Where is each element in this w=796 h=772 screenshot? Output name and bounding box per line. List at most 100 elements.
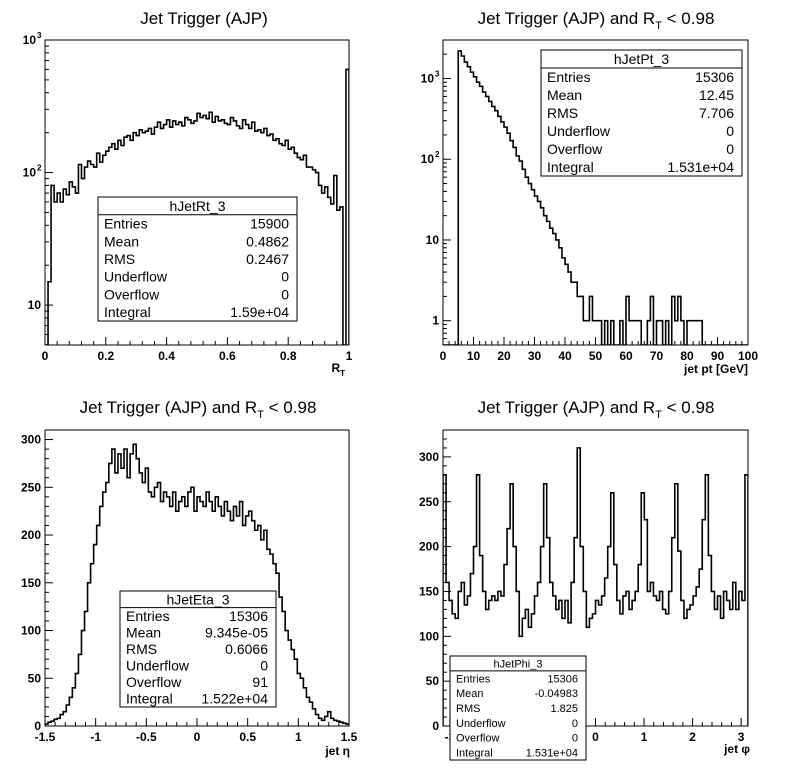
x-tick-label: 50 [589, 349, 603, 363]
x-tick-label: -0.5 [136, 730, 157, 744]
y-tick-exponent: 2 [37, 164, 42, 173]
stats-value: 0.2467 [246, 251, 289, 267]
y-tick-label: 50 [28, 671, 42, 685]
y-tick-label: 150 [419, 584, 439, 598]
x-tick-label: 80 [680, 349, 694, 363]
stats-value: 1.825 [550, 703, 578, 715]
stats-value: 0 [572, 733, 578, 745]
x-tick-label: 0 [42, 349, 49, 363]
stats-value: 0 [260, 658, 268, 674]
stats-label: Mean [126, 624, 161, 640]
histogram-line [45, 68, 349, 345]
chart-title-main: Jet Trigger (AJP) [140, 9, 268, 28]
stats-value: 1.59e+04 [230, 304, 289, 320]
histogram-line [443, 50, 748, 345]
y-tick-exponent: 3 [435, 70, 440, 79]
x-tick-label: 1 [295, 730, 302, 744]
x-tick-label: -1 [90, 730, 101, 744]
y-tick-label: 100 [419, 629, 439, 643]
x-tick-label: 1.5 [341, 730, 358, 744]
x-tick-label: 70 [650, 349, 664, 363]
x-tick-label: 1 [346, 349, 353, 363]
stats-value: 0 [572, 718, 578, 730]
stats-value: 9.345e-05 [205, 624, 268, 640]
y-tick-exponent: 3 [37, 31, 42, 40]
x-tick-label: 2 [689, 730, 696, 744]
stats-value: 7.706 [699, 105, 734, 121]
x-tick-label: -1.5 [35, 730, 56, 744]
y-tick-exponent: 2 [435, 150, 440, 159]
x-tick-label: 0.2 [97, 349, 114, 363]
histogram-line [45, 443, 349, 726]
y-tick-label: 200 [419, 540, 439, 554]
stats-value: 0 [281, 286, 289, 302]
x-tick-label: 0.4 [158, 349, 175, 363]
x-axis-label: jet pt [GeV] [683, 362, 748, 376]
stats-box-frame [540, 49, 743, 177]
x-tick-label: 60 [619, 349, 633, 363]
stats-value: 0.4862 [246, 233, 289, 249]
x-tick-label: 0 [592, 730, 599, 744]
stats-label: Entries [104, 216, 148, 232]
stats-label: Integral [126, 691, 173, 707]
x-axis-label: jet φ [723, 742, 750, 756]
chart-title-main: Jet Trigger (AJP) and R [478, 9, 656, 28]
stats-value: 91 [252, 674, 268, 690]
y-tick-label: 250 [419, 495, 439, 509]
stats-label: Overflow [104, 286, 160, 302]
stats-value: 15306 [695, 69, 734, 85]
chart-panel-2: Jet Trigger (AJP) and RT < 0.980 10 20 30 40… [421, 9, 759, 376]
y-tick-label: 100 [21, 624, 41, 638]
x-axis-label-sub: T [340, 369, 345, 378]
stats-label: Mean [456, 688, 484, 700]
chart-title-tail: < 0.98 [662, 398, 714, 417]
y-tick-label: 10 [421, 72, 435, 86]
stats-label: Overflow [126, 674, 182, 690]
stats-label: Mean [104, 233, 139, 249]
stats-label: Overflow [456, 733, 499, 745]
stats-title: hJetEta_3 [166, 591, 229, 607]
chart-title: Jet Trigger (AJP) and RT < 0.98 [80, 398, 317, 421]
stats-label: Overflow [547, 141, 603, 157]
stats-label: Entries [126, 608, 170, 624]
chart-title-main: Jet Trigger (AJP) and R [478, 398, 656, 417]
stats-value: 0.6066 [225, 641, 268, 657]
y-tick-label: 150 [21, 576, 41, 590]
chart-title-sub: T [655, 409, 662, 421]
stats-label: RMS [456, 703, 480, 715]
stats-value: 1.531e+04 [667, 159, 734, 175]
chart-title-sub: T [655, 20, 662, 32]
x-tick-label: 90 [711, 349, 725, 363]
chart-title: Jet Trigger (AJP) [140, 9, 268, 28]
stats-value: -0.04983 [535, 688, 578, 700]
chart-title: Jet Trigger (AJP) and RT < 0.98 [478, 9, 715, 32]
stats-value: 1.522e+04 [201, 691, 268, 707]
y-tick-label: 250 [21, 480, 41, 494]
stats-value: 1.531e+04 [526, 748, 578, 760]
y-tick-label: 10 [23, 33, 37, 47]
x-tick-label: 1 [641, 730, 648, 744]
stats-value: 12.45 [699, 87, 734, 103]
stats-label: Underflow [456, 718, 506, 730]
x-tick-label: 100 [738, 349, 758, 363]
chart-panel-4: Jet Trigger (AJP) and RT < 0.98-3-2-1012… [419, 398, 750, 761]
x-axis-label: RT [331, 361, 345, 378]
y-tick-label: 200 [21, 528, 41, 542]
y-tick-label: 1 [432, 314, 439, 328]
stats-value: 15306 [229, 608, 268, 624]
y-tick-label: 10 [28, 298, 42, 312]
stats-title: hJetPt_3 [614, 51, 669, 67]
x-tick-label: 0.8 [280, 349, 297, 363]
stats-label: RMS [104, 251, 135, 267]
chart-panel-3: Jet Trigger (AJP) and RT < 0.98 -1.5 -1 -0.… [21, 398, 358, 758]
stats-box-frame [97, 196, 298, 322]
stats-value: 15900 [250, 216, 289, 232]
x-tick-label: 0 [440, 349, 447, 363]
y-tick-label: 10 [23, 166, 37, 180]
y-tick-label: 50 [426, 674, 440, 688]
y-tick-label: 0 [34, 719, 41, 733]
